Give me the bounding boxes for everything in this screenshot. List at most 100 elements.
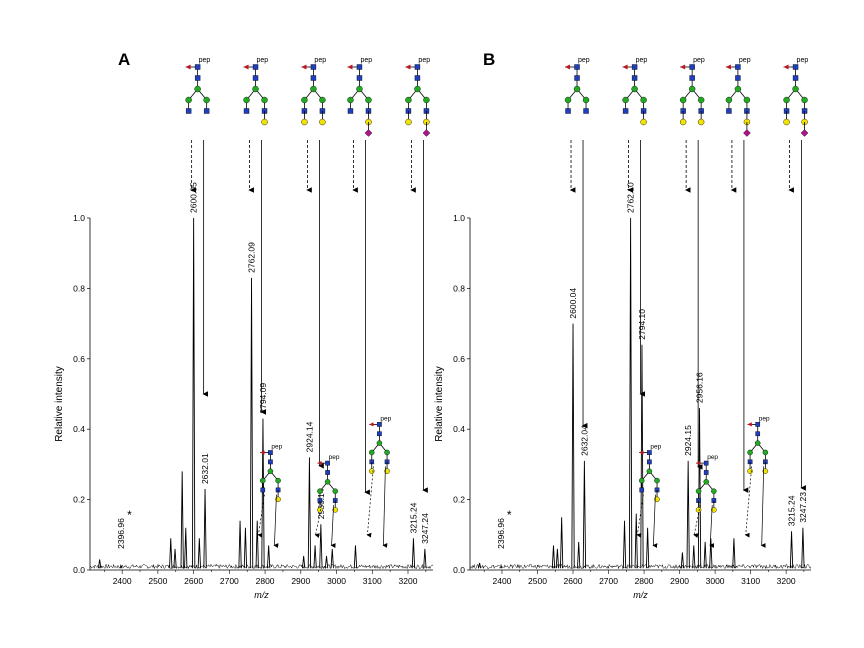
mannose-circle xyxy=(646,468,653,475)
mannose-circle xyxy=(414,85,421,93)
spectrum-peak xyxy=(801,527,805,569)
glcnac-square xyxy=(194,75,201,81)
spectrum-peak xyxy=(330,548,334,569)
galactose-circle xyxy=(384,468,390,474)
glcnac-square xyxy=(622,108,629,114)
sialic-diamond xyxy=(422,129,431,137)
spectrum-peak xyxy=(634,513,638,569)
peak-label: 2956.16 xyxy=(695,372,705,403)
spectrum-peak xyxy=(789,531,794,569)
galactose-circle xyxy=(640,118,647,126)
mannose-circle xyxy=(747,449,753,456)
x-tick-label: 2700 xyxy=(220,576,239,586)
spectrum-peak xyxy=(98,559,102,569)
mannose-circle xyxy=(252,85,259,93)
glycan-structure-icon: pep xyxy=(301,57,326,126)
spectrum-peak xyxy=(319,524,323,569)
x-tick-label: 2400 xyxy=(493,576,512,586)
mannose-circle xyxy=(332,488,338,494)
peak-label: 2396.96 xyxy=(496,518,506,549)
y-tick-label: 0.2 xyxy=(73,495,85,505)
mannose-circle xyxy=(703,479,709,485)
spectrum-peak xyxy=(307,457,312,569)
glcnac-square xyxy=(631,64,638,70)
glcnac-square xyxy=(735,64,741,70)
glcnac-square xyxy=(325,460,330,466)
galactose-circle xyxy=(301,118,308,126)
glycan-structure-icon: pep xyxy=(347,57,372,137)
peak-label: 2956.14 xyxy=(316,488,326,519)
glycan-structure-icon: pep xyxy=(314,454,340,548)
mannose-circle xyxy=(688,85,696,93)
glycan-pep-label: pep xyxy=(360,57,372,64)
x-tick-label: 3000 xyxy=(706,576,725,586)
spectrum-peak xyxy=(180,471,184,569)
mannose-circle xyxy=(301,96,308,104)
y-tick-label: 0.6 xyxy=(73,354,85,364)
glcnac-square xyxy=(252,64,259,70)
star-marker-icon: * xyxy=(127,508,132,522)
galactose-circle xyxy=(319,118,326,126)
glcnac-square xyxy=(755,422,761,427)
glycan-pep-label: pep xyxy=(797,57,809,64)
glcnac-square xyxy=(268,450,273,455)
fucose-triangle xyxy=(347,64,353,70)
fucose-triangle xyxy=(783,64,789,70)
galactose-circle xyxy=(695,507,702,513)
peak-label: 2794.09 xyxy=(258,383,268,414)
spectrum-peak xyxy=(197,538,201,569)
mannose-circle xyxy=(194,85,201,93)
glcnac-square xyxy=(243,108,250,114)
x-tick-label: 2700 xyxy=(599,576,618,586)
spectrum-peak xyxy=(577,541,581,569)
spectrum-panel-b: B 0.0 0.2 0.4 0.6 0.8 1.0 2400 2500 2600 2700 2800 2… xyxy=(434,50,812,600)
glycan-structure-icon: pep xyxy=(564,57,590,114)
peak-label: 3215.24 xyxy=(408,502,418,533)
spectrum-peak xyxy=(119,565,123,569)
x-tick-label: 2500 xyxy=(528,576,547,586)
mannose-circle xyxy=(310,85,317,93)
mannose-circle xyxy=(654,477,660,484)
spectrum-peak xyxy=(499,565,503,569)
top-glycan-row: pep pep pep pep pep xyxy=(185,57,430,496)
spectrum-peak xyxy=(249,277,254,569)
peak-label: 2396.96 xyxy=(116,518,126,549)
glycan-pep-label: pep xyxy=(257,57,269,64)
glcnac-square xyxy=(631,75,638,81)
fucose-triangle xyxy=(317,460,322,466)
mannose-circle xyxy=(582,96,590,104)
glcnac-square xyxy=(377,431,382,437)
solid-arrow xyxy=(382,466,388,548)
mannose-circle xyxy=(734,85,742,93)
glycan-pep-label: pep xyxy=(707,454,718,461)
galactose-circle xyxy=(679,118,687,126)
galactose-circle xyxy=(762,468,769,474)
y-tick-label: 0.4 xyxy=(453,424,465,434)
glcnac-square xyxy=(194,64,201,70)
fucose-triangle xyxy=(405,64,411,70)
x-tick-label: 2800 xyxy=(635,576,654,586)
mannose-circle xyxy=(203,96,210,104)
glycan-structure-icon: pep xyxy=(185,57,210,114)
glcnac-square xyxy=(755,431,761,437)
glcnac-square xyxy=(703,460,709,466)
spectrum-peak xyxy=(640,344,644,569)
spectrum-peak xyxy=(238,520,242,569)
glcnac-square xyxy=(356,64,363,70)
x-tick-label: 3100 xyxy=(363,576,382,586)
y-tick-label: 1.0 xyxy=(453,213,465,223)
fucose-triangle xyxy=(747,422,752,427)
glycan-structure-icon: pep xyxy=(405,57,430,137)
y-axis-title: Relative intensity xyxy=(54,366,65,442)
glcnac-square xyxy=(565,108,571,114)
galactose-circle xyxy=(747,468,753,474)
x-tick-label: 3200 xyxy=(399,576,418,586)
mannose-circle xyxy=(347,96,354,104)
spectrum-peak xyxy=(645,527,650,569)
dashed-arrow xyxy=(366,466,374,538)
glcnac-square xyxy=(260,487,266,493)
mannose-circle xyxy=(564,96,572,104)
glycan-pep-label: pep xyxy=(418,57,430,64)
dashed-arrow xyxy=(257,494,265,538)
mannose-circle xyxy=(267,468,274,475)
